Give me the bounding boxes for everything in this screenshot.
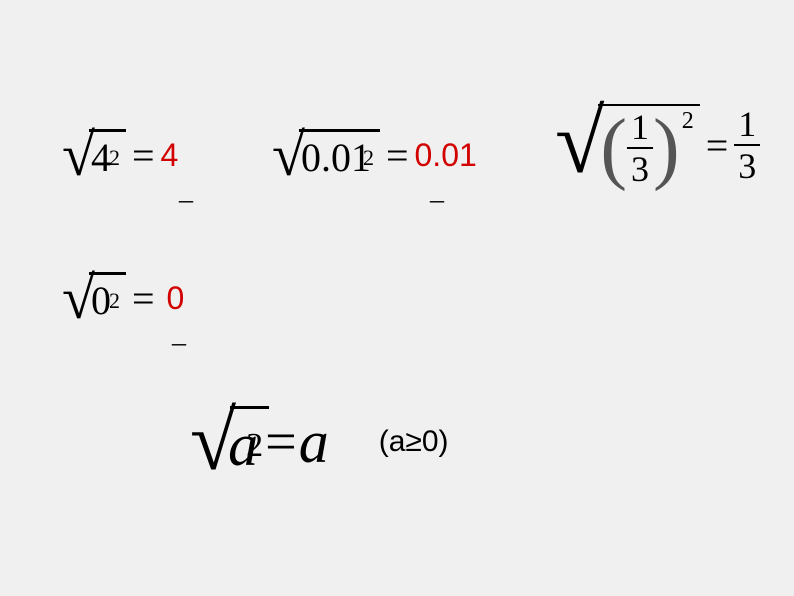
result-fraction: 1 3 xyxy=(734,106,760,184)
sqrt-symbol: √ ( 1 3 ) 2 xyxy=(555,102,700,188)
numerator: 1 xyxy=(627,109,653,147)
radicand-overline: 0.01 2 xyxy=(299,129,380,181)
equation-2: √ 0.01 2 = 0.01 xyxy=(272,125,477,185)
underscore-placeholder: _ xyxy=(172,318,186,350)
result-numerator: 1 xyxy=(734,106,760,144)
right-paren-icon: ) xyxy=(653,108,680,188)
radicand-overline: a 2 xyxy=(230,406,269,480)
equation-1: √ 4 2 = 4 xyxy=(62,125,178,185)
sqrt-symbol: √ 4 2 xyxy=(62,125,126,185)
radicand-overline: 4 2 xyxy=(89,129,126,181)
sqrt-symbol: √ a 2 xyxy=(190,400,269,484)
answer-value: 0.01 xyxy=(415,137,477,174)
radical-sign: √ xyxy=(555,98,604,188)
equals-sign: = xyxy=(132,132,155,179)
denominator: 3 xyxy=(627,147,653,187)
radicand-base: 0.01 xyxy=(301,134,371,181)
radicand-exponent: 2 xyxy=(246,427,263,465)
radicand-base: 4 xyxy=(91,134,111,181)
equals-sign: = xyxy=(265,410,297,474)
result-denominator: 3 xyxy=(734,144,760,184)
answer-value: 4 xyxy=(161,137,179,174)
answer-value: 0 xyxy=(167,280,185,317)
equals-sign: = xyxy=(706,122,729,169)
equals-sign: = xyxy=(386,132,409,179)
left-paren-icon: ( xyxy=(600,108,627,188)
equation-4: √ 0 2 = 0 xyxy=(62,268,184,328)
paren-exponent: 2 xyxy=(682,108,694,135)
radicand-base: 0 xyxy=(91,277,111,324)
underscore-placeholder: _ xyxy=(430,175,444,207)
paren-group: ( 1 3 ) 2 xyxy=(600,108,693,188)
underscore-placeholder: _ xyxy=(179,175,193,207)
fraction: 1 3 xyxy=(627,109,653,187)
radicand-exponent: 2 xyxy=(363,145,374,171)
radicand-overline: 0 2 xyxy=(89,272,126,324)
radicand-exponent: 2 xyxy=(109,288,120,314)
equation-3: √ ( 1 3 ) 2 = 1 3 xyxy=(555,102,760,188)
equals-sign: = xyxy=(132,275,155,322)
radicand-overline: ( 1 3 ) 2 xyxy=(598,104,699,188)
sqrt-symbol: √ 0.01 2 xyxy=(272,125,380,185)
radicand-exponent: 2 xyxy=(109,145,120,171)
condition-text: (a≥0) xyxy=(379,425,449,459)
general-formula: √ a 2 = a (a≥0) xyxy=(190,400,449,484)
result-variable: a xyxy=(299,408,329,477)
sqrt-symbol: √ 0 2 xyxy=(62,268,126,328)
